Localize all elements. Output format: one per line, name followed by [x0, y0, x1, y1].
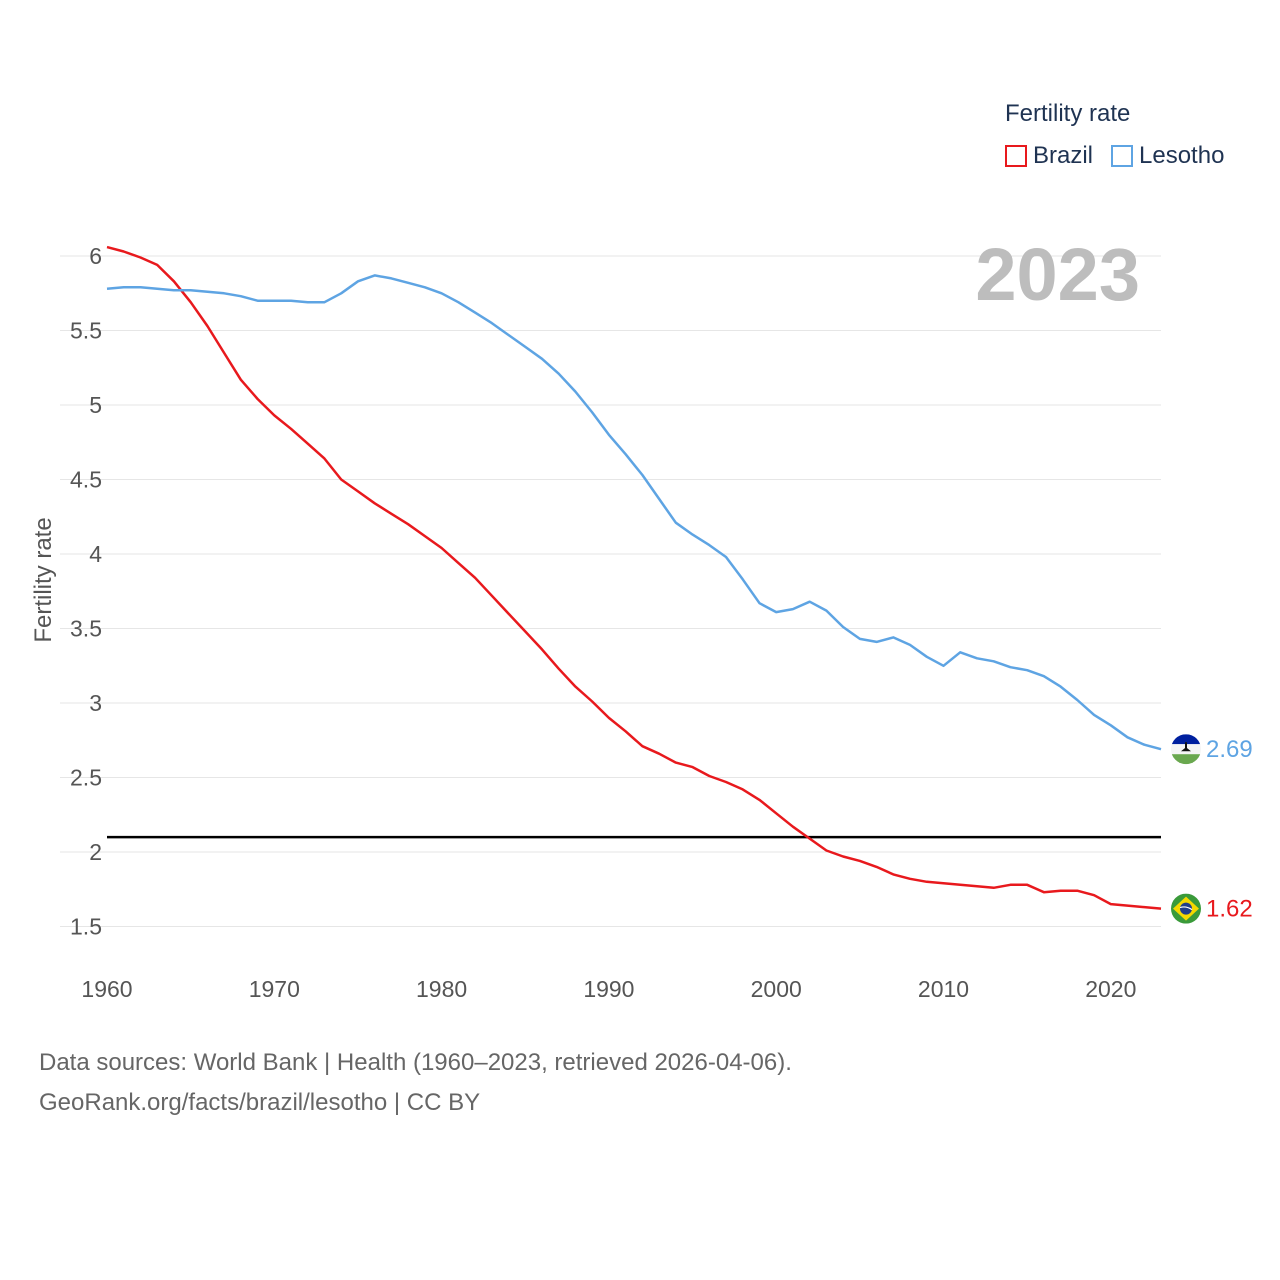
source-line-1: Data sources: World Bank | Health (1960–… [39, 1049, 792, 1076]
end-markers [1171, 734, 1201, 924]
source-line-2[interactable]: GeoRank.org/facts/brazil/lesotho | CC BY [39, 1089, 481, 1116]
legend-item-lesotho[interactable]: Lesotho [1111, 142, 1224, 170]
y-tick-label-3: 3 [89, 690, 102, 716]
x-tick-label-2000: 2000 [751, 976, 802, 1002]
lesotho-flag-icon [1171, 734, 1201, 765]
grid-lines [60, 255, 1161, 927]
x-tick-label-1970: 1970 [249, 976, 300, 1002]
y-tick-label-5.5: 5.5 [70, 318, 102, 344]
source-note: Data sources: World Bank | Health (1960–… [39, 1043, 792, 1123]
x-tick-label-1960: 1960 [81, 976, 132, 1002]
series-lines [106, 245, 1162, 910]
year-label: 2023 [975, 233, 1140, 316]
x-tick-label-1990: 1990 [583, 976, 634, 1002]
series-line-brazil [106, 245, 1162, 910]
legend-label-brazil: Brazil [1033, 142, 1094, 169]
y-tick-label-1.5: 1.5 [70, 914, 102, 940]
x-tick-label-2020: 2020 [1085, 976, 1136, 1002]
y-tick-label-4.5: 4.5 [70, 467, 102, 493]
x-tick-label-2010: 2010 [918, 976, 969, 1002]
y-tick-label-6: 6 [89, 243, 102, 269]
legend-item-brazil[interactable]: Brazil [1005, 142, 1093, 170]
legend-label-lesotho: Lesotho [1139, 142, 1225, 169]
brazil-flag-icon [1171, 893, 1201, 924]
legend: Brazil Lesotho [1005, 142, 1242, 170]
y-tick-label-5: 5 [89, 392, 102, 418]
x-axis-ticks: 1960 1970 1980 1990 2000 2010 2020 [81, 976, 1136, 1002]
y-tick-label-2.5: 2.5 [70, 765, 102, 791]
y-tick-label-3.5: 3.5 [70, 616, 102, 642]
legend-title: Fertility rate [1005, 100, 1131, 127]
y-tick-label-2: 2 [89, 839, 102, 865]
x-tick-label-1980: 1980 [416, 976, 467, 1002]
y-tick-label-4: 4 [89, 541, 102, 567]
legend-swatch-lesotho [1111, 145, 1134, 167]
y-axis-ticks: 1.5 2 2.5 3 3.5 4 4.5 5 5.5 6 [70, 243, 102, 940]
series-line-lesotho [106, 274, 1162, 751]
brazil-end-value: 1.62 [1206, 896, 1253, 923]
y-axis-title: Fertility rate [30, 517, 57, 642]
legend-swatch-brazil [1005, 145, 1027, 167]
lesotho-end-value: 2.69 [1206, 736, 1253, 763]
